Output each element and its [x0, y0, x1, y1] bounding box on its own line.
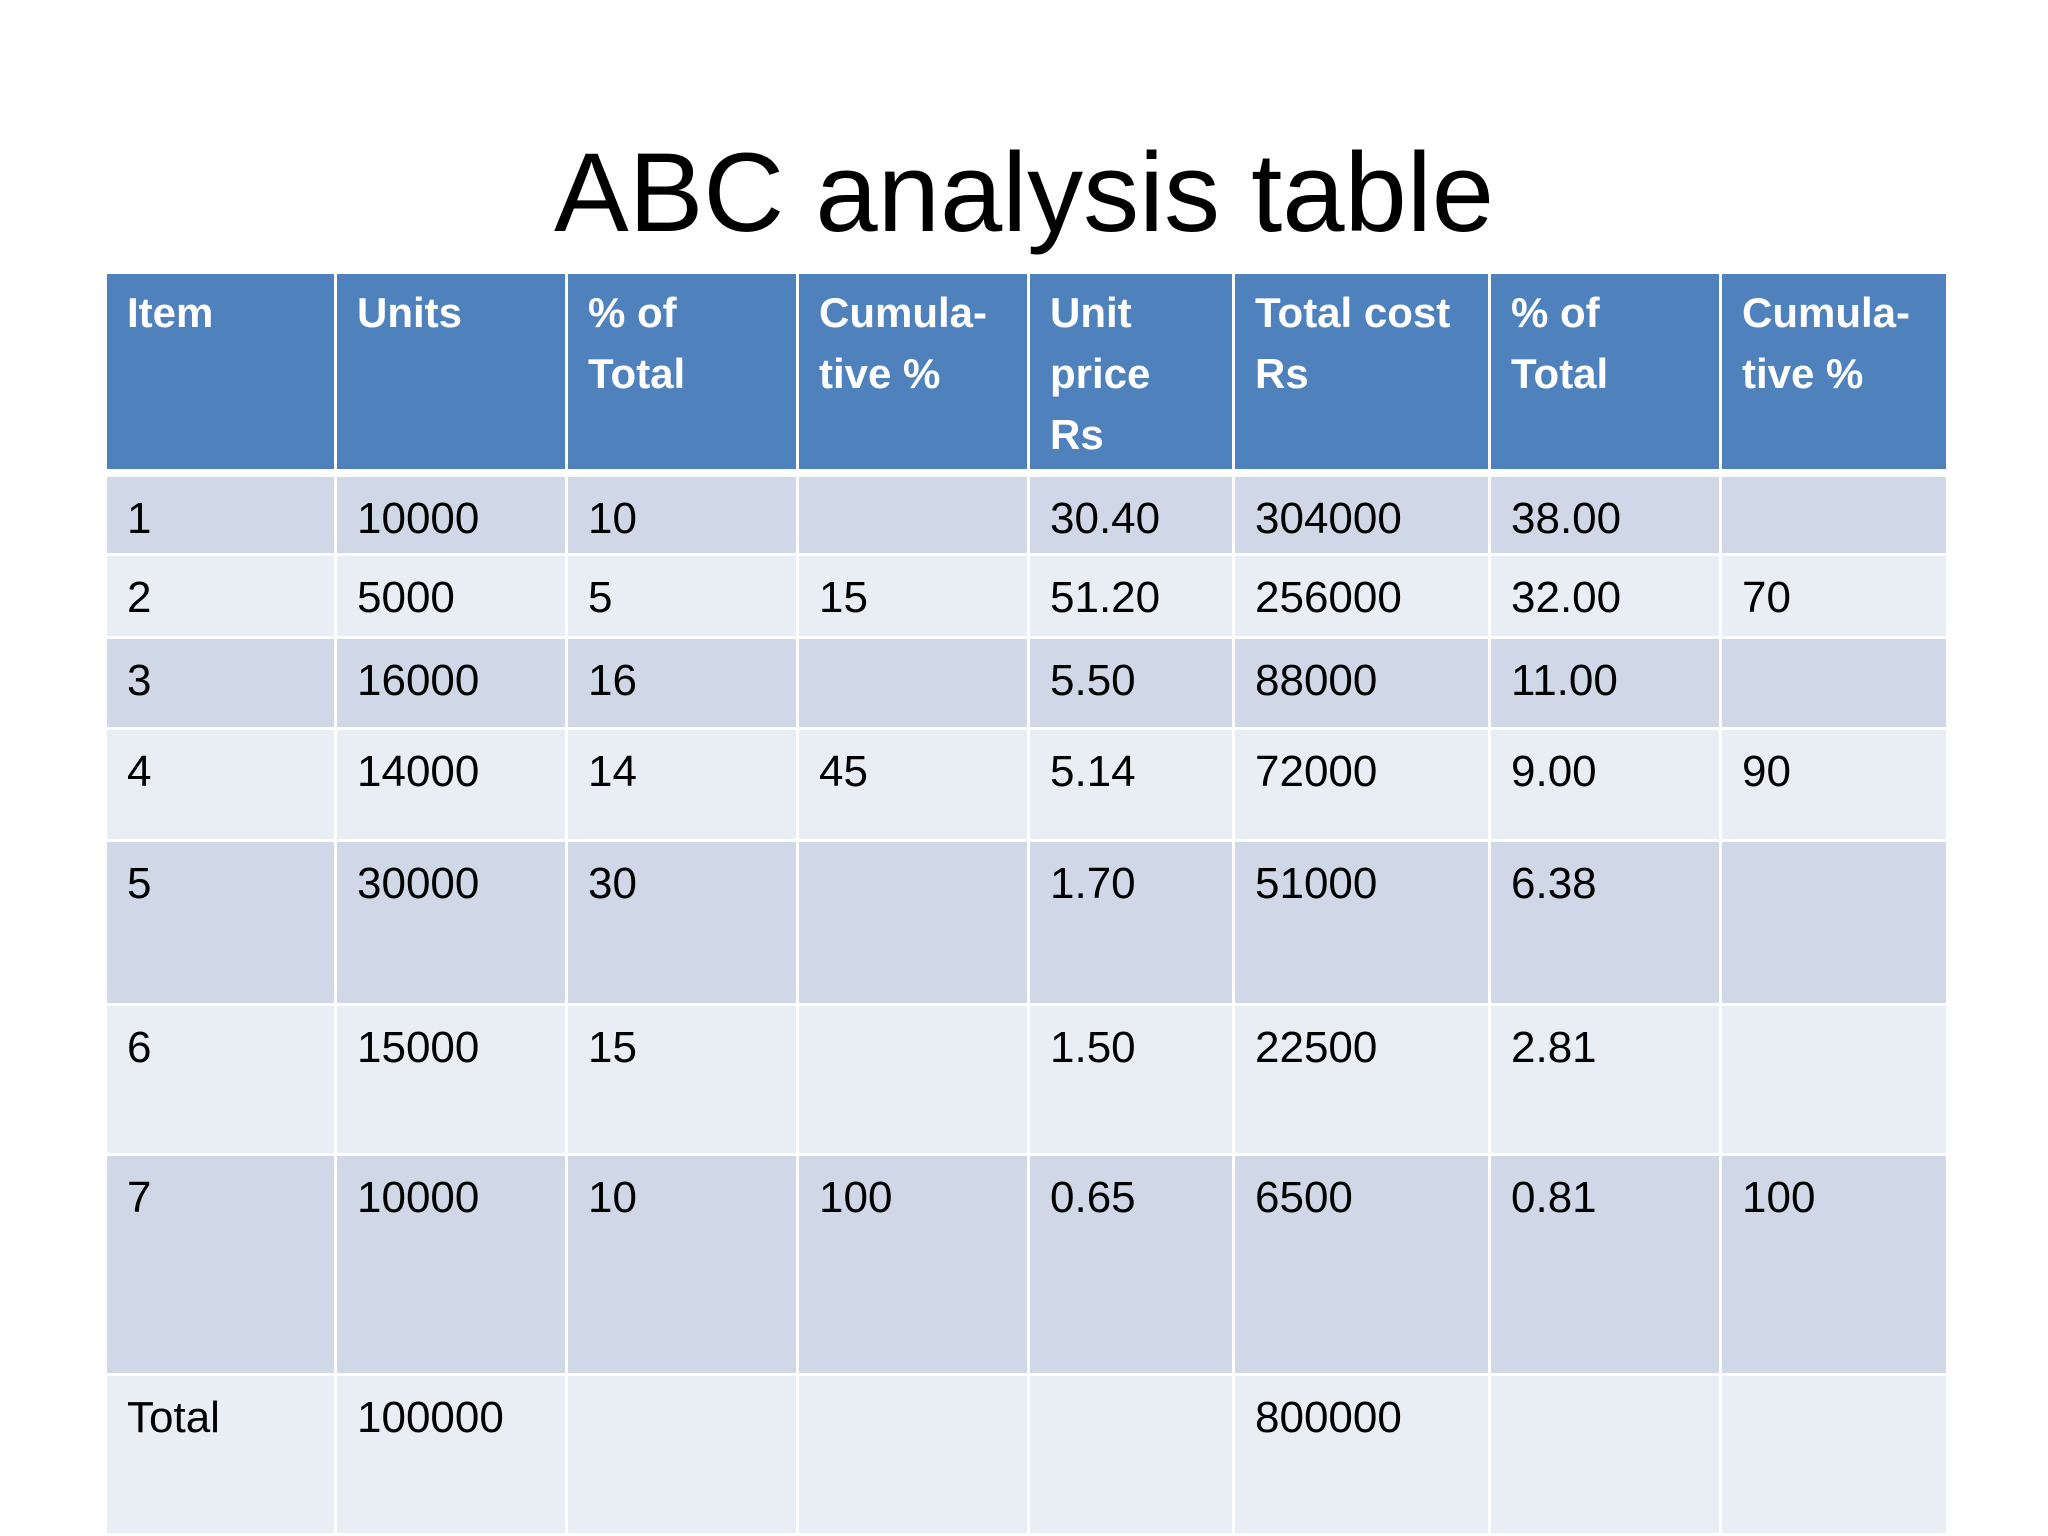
- table-cell: 90: [1719, 728, 1949, 842]
- table-cell: 15: [565, 1004, 799, 1156]
- table-cell: [796, 1004, 1030, 1156]
- table-cell: 10: [565, 1154, 799, 1376]
- table-row: 7 10000 10 100 0.65 6500 0.81 100: [104, 1154, 1949, 1376]
- table-cell: 2: [104, 554, 337, 639]
- table-cell: 304000: [1232, 473, 1491, 556]
- table-cell: 14000: [334, 728, 568, 842]
- table-cell: 3: [104, 637, 337, 730]
- table-cell: 15: [796, 554, 1030, 639]
- table-row: 3 16000 16 5.50 88000 11.00: [104, 637, 1949, 730]
- table-cell: 10000: [334, 1154, 568, 1376]
- table-cell: 16: [565, 637, 799, 730]
- header-units-percent-of-total: % of Total: [565, 274, 799, 477]
- table-cell: 10000: [334, 473, 568, 556]
- table-cell: 6500: [1232, 1154, 1491, 1376]
- table-cell: 5: [104, 840, 337, 1006]
- table-cell: 10: [565, 473, 799, 556]
- header-unit-price: Unit price Rs: [1027, 274, 1235, 477]
- table-cell: 16000: [334, 637, 568, 730]
- table-cell: 30: [565, 840, 799, 1006]
- table-cell: [796, 637, 1030, 730]
- table-cell: 7: [104, 1154, 337, 1376]
- table-cell: 11.00: [1488, 637, 1722, 730]
- header-total-cost: Total cost Rs: [1232, 274, 1491, 477]
- table-cell: 6: [104, 1004, 337, 1156]
- table-cell: 5000: [334, 554, 568, 639]
- table-cell: 0.81: [1488, 1154, 1722, 1376]
- table-cell: [796, 473, 1030, 556]
- table-row: 4 14000 14 45 5.14 72000 9.00 90: [104, 728, 1949, 842]
- table-cell: 51.20: [1027, 554, 1235, 639]
- table-cell: 800000: [1232, 1374, 1491, 1536]
- table-cell: 100: [796, 1154, 1030, 1376]
- table-cell: [1719, 637, 1949, 730]
- table-cell: 22500: [1232, 1004, 1491, 1156]
- table-cell: 6.38: [1488, 840, 1722, 1006]
- header-cost-cumulative-percent: Cumula- tive %: [1719, 274, 1949, 477]
- table-total-row: Total 100000 800000: [104, 1374, 1949, 1536]
- table-cell: 51000: [1232, 840, 1491, 1006]
- header-item: Item: [104, 274, 337, 477]
- table-cell: [796, 1374, 1030, 1536]
- table-cell: [1719, 473, 1949, 556]
- table-cell: Total: [104, 1374, 337, 1536]
- table-cell: 1.50: [1027, 1004, 1235, 1156]
- table-cell: [1027, 1374, 1235, 1536]
- table-cell: [1719, 1004, 1949, 1156]
- table-header-row: Item Units % of Total Cumula- tive % Uni…: [104, 274, 1949, 477]
- table-cell: 30000: [334, 840, 568, 1006]
- abc-analysis-table: Item Units % of Total Cumula- tive % Uni…: [104, 274, 1949, 1536]
- table-row: 5 30000 30 1.70 51000 6.38: [104, 840, 1949, 1006]
- header-cost-percent-of-total: % of Total: [1488, 274, 1722, 477]
- table-cell: 5: [565, 554, 799, 639]
- table-row: 1 10000 10 30.40 304000 38.00: [104, 473, 1949, 556]
- table-cell: 14: [565, 728, 799, 842]
- table-cell: 70: [1719, 554, 1949, 639]
- table-cell: 5.14: [1027, 728, 1235, 842]
- header-units-cumulative-percent: Cumula- tive %: [796, 274, 1030, 477]
- table-cell: 100000: [334, 1374, 568, 1536]
- table-cell: 72000: [1232, 728, 1491, 842]
- table-cell: 256000: [1232, 554, 1491, 639]
- table-cell: 30.40: [1027, 473, 1235, 556]
- table-cell: 88000: [1232, 637, 1491, 730]
- table-cell: 9.00: [1488, 728, 1722, 842]
- table-cell: 15000: [334, 1004, 568, 1156]
- table-cell: [1488, 1374, 1722, 1536]
- table-cell: 32.00: [1488, 554, 1722, 639]
- slide-title: ABC analysis table: [553, 130, 1495, 255]
- table-cell: [1719, 840, 1949, 1006]
- table-row: 2 5000 5 15 51.20 256000 32.00 70: [104, 554, 1949, 639]
- table-cell: 2.81: [1488, 1004, 1722, 1156]
- table-cell: 0.65: [1027, 1154, 1235, 1376]
- header-units: Units: [334, 274, 568, 477]
- table-cell: 5.50: [1027, 637, 1235, 730]
- table-cell: 1.70: [1027, 840, 1235, 1006]
- table-row: 6 15000 15 1.50 22500 2.81: [104, 1004, 1949, 1156]
- table-cell: 100: [1719, 1154, 1949, 1376]
- table-cell: 4: [104, 728, 337, 842]
- table-cell: [796, 840, 1030, 1006]
- table-cell: [1719, 1374, 1949, 1536]
- table-cell: [565, 1374, 799, 1536]
- table-cell: 38.00: [1488, 473, 1722, 556]
- table-cell: 1: [104, 473, 337, 556]
- table-cell: 45: [796, 728, 1030, 842]
